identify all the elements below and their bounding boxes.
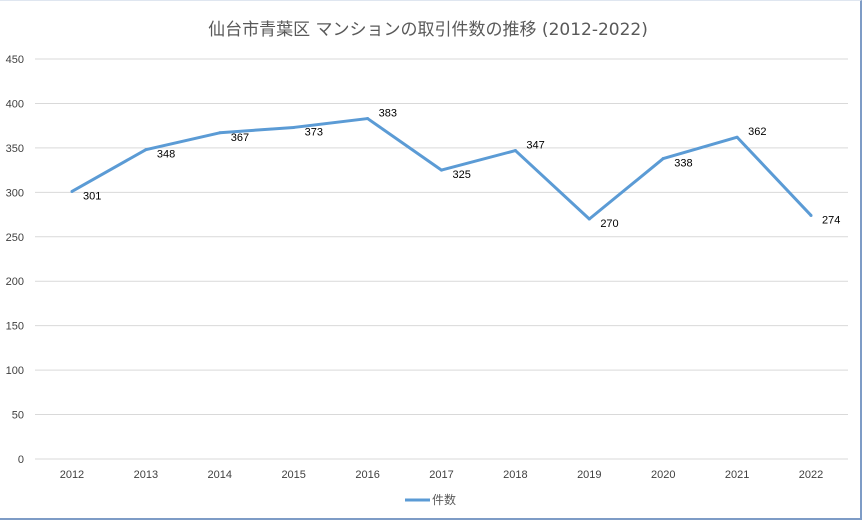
data-point <box>587 217 591 221</box>
chart-title: 仙台市青葉区 マンションの取引件数の推移 (2012-2022) <box>208 20 648 40</box>
data-label: 274 <box>822 214 840 226</box>
y-tick-label: 350 <box>6 143 24 155</box>
x-tick-label: 2018 <box>503 469 527 481</box>
data-point <box>366 117 370 121</box>
data-point <box>218 131 222 135</box>
data-label: 383 <box>379 108 397 120</box>
data-point <box>70 189 74 193</box>
y-tick-label: 200 <box>6 276 24 288</box>
x-tick-label: 2014 <box>208 469 232 481</box>
data-point <box>661 157 665 161</box>
y-tick-label: 50 <box>12 410 24 422</box>
data-label: 301 <box>83 190 101 202</box>
data-label: 362 <box>748 126 766 138</box>
y-tick-label: 450 <box>6 54 24 66</box>
x-tick-label: 2012 <box>60 469 84 481</box>
data-label: 270 <box>600 218 618 230</box>
data-label: 348 <box>157 149 175 161</box>
y-tick-label: 250 <box>6 232 24 244</box>
y-tick-label: 400 <box>6 98 24 110</box>
y-tick-label: 150 <box>6 321 24 333</box>
x-tick-label: 2015 <box>281 469 305 481</box>
data-point <box>809 213 813 217</box>
legend-label: 件数 <box>432 492 456 507</box>
data-point <box>440 168 443 172</box>
x-tick-label: 2016 <box>355 469 379 481</box>
x-tick-label: 2019 <box>577 469 601 481</box>
x-tick-label: 2017 <box>429 469 453 481</box>
data-label: 338 <box>674 158 692 170</box>
legend: 件数 <box>405 492 456 507</box>
x-tick-label: 2021 <box>725 469 749 481</box>
data-point <box>144 148 148 152</box>
data-label: 325 <box>453 169 471 181</box>
data-label: 347 <box>526 140 544 152</box>
x-tick-label: 2022 <box>799 469 823 481</box>
data-label: 373 <box>305 126 323 138</box>
data-point <box>292 125 296 129</box>
y-tick-label: 100 <box>6 365 24 377</box>
x-tick-label: 2020 <box>651 469 675 481</box>
data-point <box>735 135 739 139</box>
data-label: 367 <box>231 132 249 144</box>
y-tick-label: 300 <box>6 187 24 199</box>
data-point <box>513 149 517 153</box>
y-tick-label: 0 <box>18 454 24 466</box>
x-tick-label: 2013 <box>134 469 158 481</box>
